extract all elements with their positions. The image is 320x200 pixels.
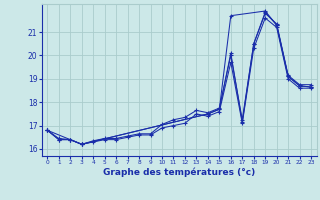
- X-axis label: Graphe des températures (°c): Graphe des températures (°c): [103, 168, 255, 177]
